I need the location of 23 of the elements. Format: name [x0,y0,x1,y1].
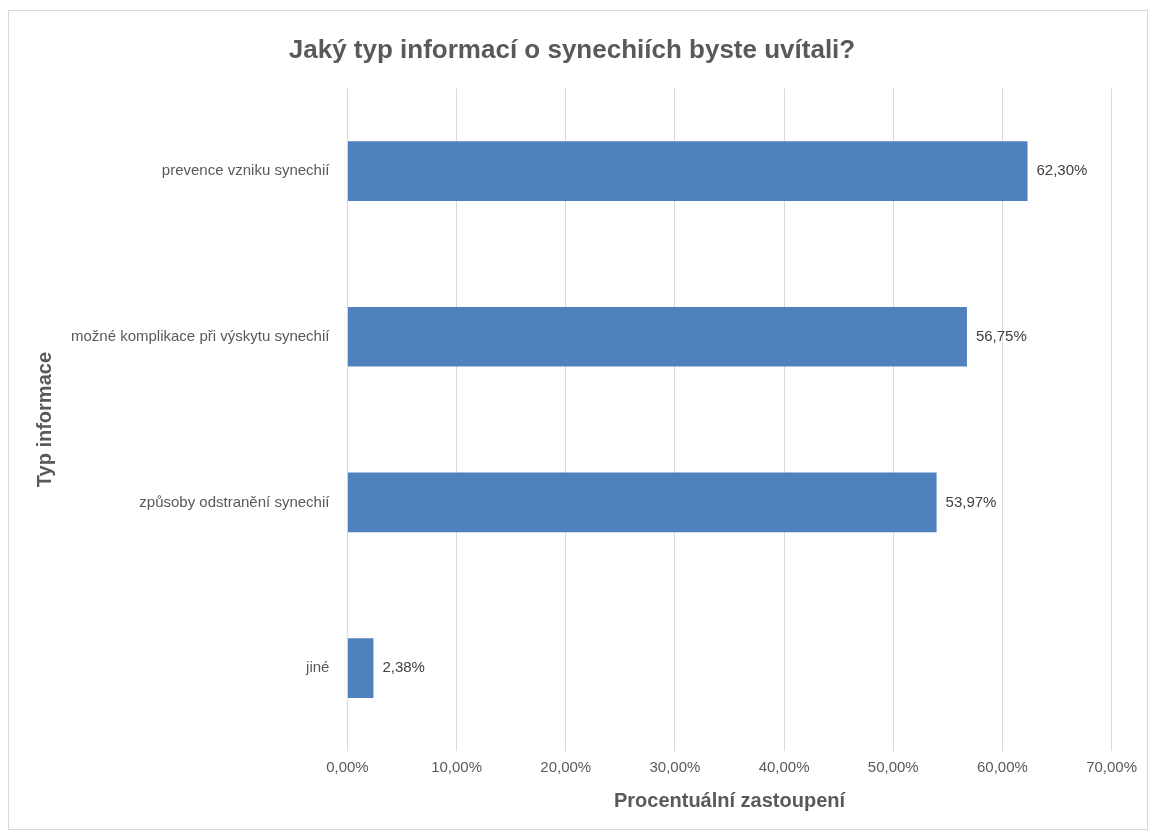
y-tick-label: způsoby odstranění synechií [139,492,331,510]
bar [347,472,937,533]
x-tick-label: 50,00% [867,758,919,776]
data-label: 56,75% [975,326,1027,344]
bar [347,141,1028,201]
y-tick-label: jiné [305,658,330,676]
x-tick-label: 40,00% [758,758,810,776]
x-tick-label: 20,00% [540,758,592,776]
y-tick-label: prevence vzniku synechií [161,161,331,179]
chart-title: Jaký typ informací o synechiích byste uvítali? [288,33,856,64]
x-axis-title: Procentuální zastoupení [613,788,847,811]
y-axis-title: Typ informace [32,351,55,488]
x-tick-label: 30,00% [649,758,701,776]
bar [347,306,967,367]
bar [347,638,374,698]
x-tick-label: 10,00% [431,758,483,776]
x-tick-label: 0,00% [326,758,369,776]
x-tick-label: 60,00% [976,758,1028,776]
data-label: 62,30% [1036,161,1088,179]
data-label: 53,97% [945,492,997,510]
data-label: 2,38% [382,658,425,676]
y-tick-label: možné komplikace při výskytu synechií [70,326,331,344]
x-tick-label: 70,00% [1086,758,1137,776]
